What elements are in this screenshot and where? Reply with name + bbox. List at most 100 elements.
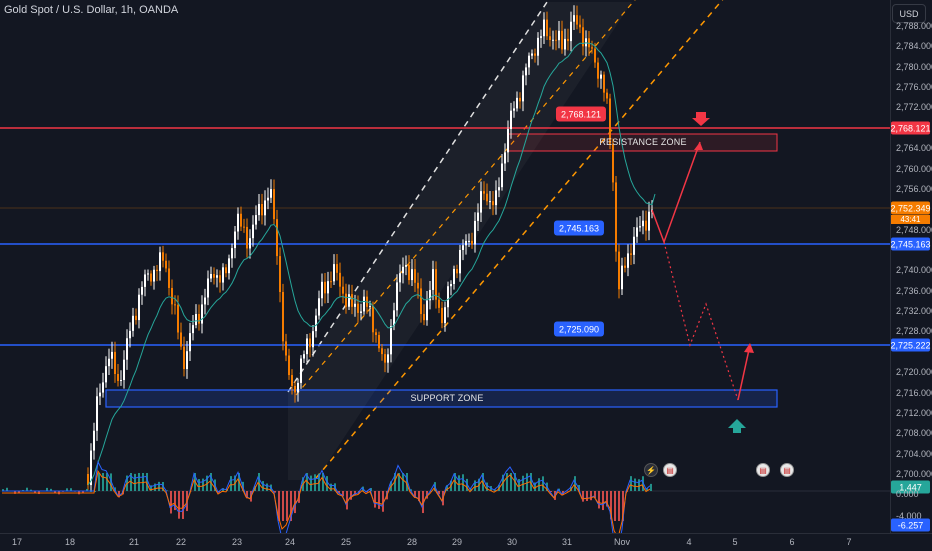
price-axis-label: 2,704.000	[896, 449, 932, 459]
candle-body	[156, 270, 158, 271]
candle-body	[336, 264, 338, 273]
candle-body	[210, 274, 212, 278]
time-axis-label: 24	[285, 537, 295, 547]
macd-histogram-bar	[542, 476, 544, 491]
candle-body	[237, 214, 239, 232]
us-flag-icon[interactable]: ▤	[756, 463, 770, 477]
candle-body	[414, 269, 416, 283]
candle-body	[438, 300, 440, 308]
symbol-title[interactable]: Gold Spot / U.S. Dollar, 1h, OANDA	[4, 4, 178, 16]
candle-body	[168, 268, 170, 288]
candle-body	[249, 238, 251, 248]
candle-body	[396, 282, 398, 310]
candle-body	[135, 316, 137, 320]
candle-body	[228, 258, 230, 273]
candle-body	[486, 194, 488, 202]
candle-body	[144, 274, 146, 286]
candle-body	[198, 314, 200, 324]
candle-body	[534, 53, 536, 55]
candle-body	[333, 264, 335, 281]
price-axis-label: 2,776.000	[896, 82, 932, 92]
price-axis-label: 2,740.000	[896, 265, 932, 275]
price-axis-label: 2,720.000	[896, 367, 932, 377]
candle-body	[471, 241, 473, 245]
candle-body	[216, 275, 218, 278]
macd-histogram-bar	[230, 476, 232, 491]
candle-body	[573, 15, 575, 22]
price-axis-label: 2,772.000	[896, 102, 932, 112]
candle-body	[606, 93, 608, 99]
candle-body	[621, 266, 623, 290]
time-axis-label: 23	[232, 537, 242, 547]
candle-body	[342, 287, 344, 294]
candle-body	[390, 326, 392, 354]
macd-signal-tag: -6.257	[891, 519, 930, 532]
candle-body	[447, 286, 449, 307]
macd-histogram-bar	[266, 484, 268, 491]
candle-body	[405, 265, 407, 267]
price-axis-label: 2,764.000	[896, 143, 932, 153]
candle-body	[510, 111, 512, 129]
candle-body	[624, 266, 626, 268]
macd-histogram-bar	[198, 479, 200, 491]
macd-histogram-bar	[326, 476, 328, 491]
resistance-zone-label[interactable]: RESISTANCE ZONE	[599, 137, 686, 147]
candle-body	[426, 300, 428, 320]
channel-fill	[288, 2, 632, 480]
candle-body	[495, 190, 497, 205]
candle-body	[453, 269, 455, 284]
candle-body	[456, 269, 458, 273]
current-price-tag: 2,752.349	[891, 202, 930, 215]
candle-body	[522, 75, 524, 101]
us-flag-icon[interactable]: ▤	[780, 463, 794, 477]
macd-histogram-bar	[634, 479, 636, 491]
candle-body	[420, 288, 422, 314]
candle-body	[348, 294, 350, 307]
resistance-level-label[interactable]: 2,768.121	[556, 107, 606, 122]
candle-body	[525, 67, 527, 75]
lightning-icon[interactable]: ⚡	[644, 463, 658, 477]
candle-body	[264, 200, 266, 215]
mid-level-label[interactable]: 2,745.163	[554, 221, 604, 236]
candle-body	[561, 31, 563, 50]
macd-histogram-bar	[170, 491, 172, 513]
candle-body	[576, 15, 578, 24]
resistance-price-tag: 2,768.121	[891, 122, 930, 135]
candle-body	[297, 383, 299, 393]
time-axis-label: 22	[176, 537, 186, 547]
candle-body	[411, 269, 413, 280]
time-axis-label: 21	[129, 537, 139, 547]
buy-arrow-icon	[728, 419, 746, 433]
candle-body	[498, 187, 500, 190]
candle-body	[234, 231, 236, 248]
candle-body	[492, 201, 494, 205]
candle-body	[483, 191, 485, 194]
candle-body	[279, 256, 281, 292]
time-axis-label: Nov	[614, 537, 630, 547]
price-axis-label: 2,756.000	[896, 184, 932, 194]
candle-body	[564, 39, 566, 50]
candle-body	[252, 225, 254, 239]
candle-body	[180, 332, 182, 346]
macd-histogram-bar	[182, 491, 184, 519]
candle-body	[540, 36, 542, 38]
candle-body	[294, 386, 296, 393]
candle-body	[423, 314, 425, 320]
candle-body	[309, 338, 311, 347]
candle-body	[192, 325, 194, 333]
candle-body	[477, 213, 479, 221]
low-level-label[interactable]: 2,725.090	[554, 322, 604, 337]
candle-body	[549, 36, 551, 40]
candle-body	[120, 380, 122, 381]
projection-down-path	[664, 242, 738, 400]
candle-body	[102, 382, 104, 392]
candle-body	[399, 273, 401, 282]
us-flag-icon[interactable]: ▤	[663, 463, 677, 477]
candle-body	[591, 47, 593, 48]
time-axis-label: 30	[507, 537, 517, 547]
candle-body	[303, 354, 305, 358]
support-zone-label[interactable]: SUPPORT ZONE	[410, 393, 483, 403]
candle-body	[315, 316, 317, 332]
candle-body	[570, 22, 572, 41]
macd-histogram-bar	[378, 491, 380, 509]
